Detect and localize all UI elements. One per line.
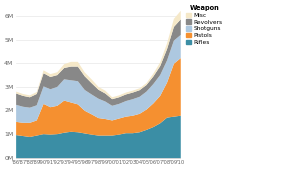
Legend: Misc, Revolvers, Shotguns, Pistols, Rifles: Misc, Revolvers, Shotguns, Pistols, Rifl… [185, 4, 224, 46]
